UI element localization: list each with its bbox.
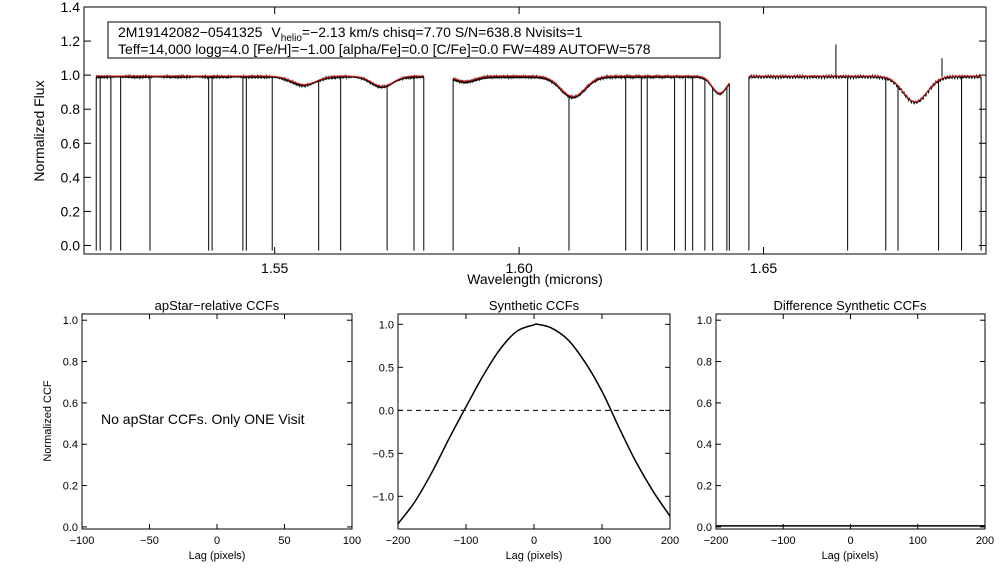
synthetic-ccf-curve [397, 323, 671, 525]
y-tick-label: 1.0 [697, 315, 712, 327]
spectrum-ticks: 1.55 1.60 1.65 0.0 0.2 0.4 0.6 0.8 1.0 1.2 1.4 [61, 0, 986, 276]
observed-spectrum-chip-1 [95, 73, 425, 89]
spectrum-frame [83, 6, 987, 255]
model-spectrum-chip-3 [748, 75, 982, 102]
y-tick-label: 0.4 [697, 439, 712, 451]
x-tick-label: −200 [704, 535, 729, 547]
info-box: 2M19142082−0541325 Vhelio=−2.13 km/s chis… [107, 21, 721, 59]
spectrum-panel: 1.55 1.60 1.65 0.0 0.2 0.4 0.6 0.8 1.0 1.2 1.4 Wav… [31, 0, 987, 287]
diff-ccf-panel: −200 −100 0 100 200 0.0 0.2 0.4 0.6 0.8 1.0 Differ… [697, 298, 994, 562]
y-tick-label: 0.0 [63, 522, 78, 534]
x-tick-label: 100 [593, 535, 611, 547]
x-tick-label: −100 [454, 535, 479, 547]
synthetic-ccf-title: Synthetic CCFs [489, 298, 580, 313]
y-tick-label: 0.5 [379, 362, 394, 374]
y-tick-label: 0.8 [61, 101, 81, 117]
diff-ccf-frame [715, 313, 986, 530]
x-tick-label: 200 [976, 535, 994, 547]
x-tick-label: 1.65 [750, 260, 777, 276]
y-tick-label: 0.4 [61, 169, 81, 185]
x-tick-label: 50 [278, 535, 290, 547]
x-tick-label: 0 [847, 535, 853, 547]
synthetic-ccf-ticks: −200 −100 0 100 200 −1.0 −0.5 0.0 0.5 1.0 [372, 314, 679, 547]
observed-spectrum-chip-3 [748, 73, 982, 105]
y-tick-label: 0.0 [61, 237, 81, 253]
synthetic-ccf-x-label: Lag (pixels) [506, 550, 563, 562]
y-tick-label: 1.0 [61, 67, 81, 83]
spectrum-x-label: Wavelength (microns) [467, 271, 603, 287]
y-tick-label: 1.4 [61, 0, 81, 15]
x-tick-label: 1.55 [261, 260, 288, 276]
apstar-ccf-x-label: Lag (pixels) [189, 550, 246, 562]
x-tick-label: −50 [140, 535, 159, 547]
apstar-ccf-annotation: No apStar CCFs. Only ONE Visit [101, 411, 305, 427]
y-tick-label: 0.8 [697, 357, 712, 369]
y-tick-label: 0.4 [63, 439, 78, 451]
x-tick-label: 0 [531, 535, 537, 547]
y-tick-label: 0.0 [697, 522, 712, 534]
x-tick-label: 0 [214, 535, 220, 547]
observed-spectrum-chip-2 [452, 73, 730, 101]
y-tick-label: 0.2 [697, 481, 712, 493]
model-spectrum-chip-1 [96, 75, 424, 87]
y-tick-label: 0.8 [63, 357, 78, 369]
y-tick-label: 0.6 [63, 398, 78, 410]
apstar-ccf-panel: −100 −50 0 50 100 0.0 0.2 0.4 0.6 0.8 1.0 apStar−r… [42, 298, 361, 562]
y-tick-label: 1.0 [379, 319, 394, 331]
y-tick-label: 0.6 [697, 398, 712, 410]
info-line-1-rest: =−2.13 km/s chisq=7.70 S/N=638.8 Nvisits… [302, 24, 583, 40]
apstar-ccf-ticks: −100 −50 0 50 100 0.0 0.2 0.4 0.6 0.8 1.0 [63, 314, 361, 547]
diff-ccf-title: Difference Synthetic CCFs [774, 298, 927, 313]
synthetic-ccf-lines [397, 323, 671, 525]
y-tick-label: 0.0 [379, 405, 394, 417]
y-tick-label: −0.5 [372, 448, 394, 460]
diff-ccf-ticks: −200 −100 0 100 200 0.0 0.2 0.4 0.6 0.8 1.0 [697, 314, 994, 547]
synthetic-ccf-panel: −200 −100 0 100 200 −1.0 −0.5 0.0 0.5 1.0 Synthet… [372, 298, 679, 562]
apstar-ccf-title: apStar−relative CCFs [155, 298, 280, 313]
y-tick-label: 0.6 [61, 135, 81, 151]
x-tick-label: 200 [661, 535, 679, 547]
x-tick-label: 100 [343, 535, 361, 547]
y-tick-label: 1.2 [61, 33, 81, 49]
y-tick-label: 1.0 [63, 315, 78, 327]
x-tick-label: −200 [386, 535, 411, 547]
spectrum-y-label: Normalized Flux [31, 80, 47, 181]
y-tick-label: 0.2 [61, 203, 81, 219]
y-tick-label: 0.2 [63, 481, 78, 493]
apstar-ccf-y-label: Normalized CCF [42, 380, 54, 462]
info-line-2: Teff=14,000 logg=4.0 [Fe/H]=−1.00 [alpha… [118, 41, 651, 57]
v-label: V [271, 24, 281, 40]
x-tick-label: −100 [771, 535, 796, 547]
x-tick-label: 1.60 [505, 260, 532, 276]
y-tick-label: −1.0 [372, 491, 394, 503]
object-id: 2M19142082−0541325 [118, 24, 263, 40]
x-tick-label: −100 [70, 535, 95, 547]
x-tick-label: 100 [909, 535, 927, 547]
spectrum-lines [95, 44, 982, 251]
info-line-1: 2M19142082−0541325 Vhelio=−2.13 km/s chis… [118, 24, 583, 44]
synthetic-ccf-frame [397, 313, 671, 530]
model-spectrum-chip-2 [452, 75, 730, 97]
info-box-frame [107, 21, 721, 59]
diff-ccf-x-label: Lag (pixels) [822, 550, 879, 562]
v-subscript: helio [281, 33, 303, 44]
